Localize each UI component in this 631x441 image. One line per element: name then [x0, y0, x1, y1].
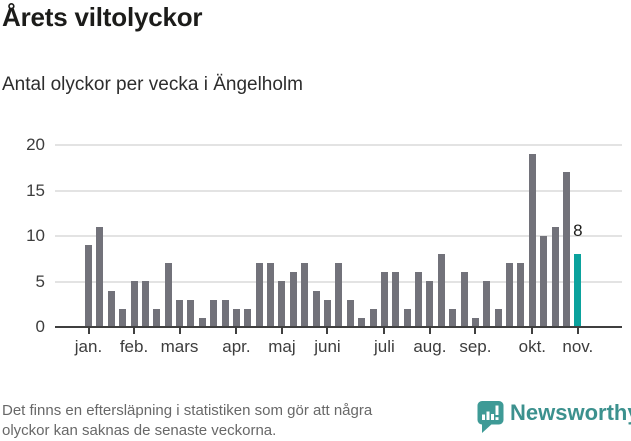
- x-tick-nov: [576, 328, 579, 334]
- bar-week-27: [380, 272, 388, 327]
- page-title: Årets viltolyckor: [2, 2, 203, 32]
- bar-week-23: [335, 263, 343, 327]
- bar-week-15: [244, 309, 252, 327]
- bar-week-6: [141, 281, 149, 327]
- highlight-value-label: 8: [573, 221, 583, 240]
- bar-week-19: [289, 272, 297, 327]
- x-tick-sep: [474, 328, 477, 334]
- x-axis-label-feb: feb.: [119, 337, 149, 356]
- x-tick-mars: [178, 328, 181, 334]
- footer-note-line1: Det finns en eftersläpning i statistiken…: [2, 402, 373, 419]
- newsworthy-logo: Newsworthy: [477, 400, 631, 434]
- bar-week-3: [107, 291, 115, 327]
- x-axis-label-nov: nov.: [562, 337, 594, 356]
- x-tick-apr: [235, 328, 238, 334]
- y-axis-label-0: 0: [35, 317, 45, 336]
- x-tick-juli: [383, 328, 386, 334]
- y-axis-label-20: 20: [26, 135, 45, 154]
- x-axis-label-juni: juni: [314, 337, 341, 356]
- bar-week-35: [471, 318, 479, 327]
- x-axis-line: [55, 326, 622, 328]
- bar-week-28: [392, 272, 400, 327]
- x-axis-label-mars: mars: [160, 337, 199, 356]
- bar-week-31: [426, 281, 434, 327]
- bar-week-32: [437, 254, 445, 327]
- x-tick-feb: [133, 328, 136, 334]
- bar-week-30: [415, 272, 423, 327]
- bar-week-5: [130, 281, 138, 327]
- bar-week-43: [562, 172, 570, 327]
- y-axis-label-10: 10: [26, 226, 45, 245]
- x-axis-label-sep: sep.: [459, 337, 492, 356]
- bar-week-13: [221, 300, 229, 327]
- x-tick-jan: [87, 328, 90, 334]
- y-gridline-10: [55, 235, 622, 237]
- y-axis-label-15: 15: [26, 180, 45, 200]
- y-gridline-20: [55, 144, 622, 146]
- bar-week-8: [164, 263, 172, 327]
- x-axis-label-okt: okt.: [518, 337, 547, 356]
- bar-week-29: [403, 309, 411, 327]
- bar-week-37: [494, 309, 502, 327]
- bar-week-25: [358, 318, 366, 327]
- bar-week-7: [153, 309, 161, 327]
- x-tick-juni: [326, 328, 329, 334]
- bar-week-34: [460, 272, 468, 327]
- footer-note-line2: olyckor kan saknas de senaste veckorna.: [2, 422, 277, 439]
- bar-week-24: [346, 300, 354, 327]
- bar-week-10: [187, 300, 195, 327]
- x-axis-label-apr: apr.: [222, 337, 251, 356]
- y-gridline-15: [55, 189, 622, 192]
- x-tick-okt: [531, 328, 534, 334]
- bar-week-2: [96, 227, 104, 327]
- bar-week-39: [517, 263, 525, 327]
- y-axis-label-5: 5: [35, 271, 45, 291]
- bar-week-42: [551, 227, 559, 327]
- bar-week-9: [176, 300, 184, 327]
- newsworthy-wordmark: Newsworthy: [510, 400, 631, 425]
- bar-week-44-highlight: [574, 254, 582, 327]
- bar-week-16: [255, 263, 263, 327]
- bar-week-20: [301, 263, 309, 327]
- page-subtitle: Antal olyckor per vecka i Ängelholm: [2, 74, 303, 95]
- bar-week-14: [232, 309, 240, 327]
- bar-week-41: [540, 236, 548, 327]
- bar-week-26: [369, 309, 377, 327]
- x-axis-label-juli: juli: [373, 337, 395, 356]
- bar-week-4: [119, 309, 127, 327]
- x-tick-aug: [428, 328, 431, 334]
- bar-week-40: [528, 154, 536, 327]
- x-axis-label-maj: maj: [268, 337, 296, 356]
- x-tick-maj: [280, 328, 283, 334]
- bar-week-36: [483, 281, 491, 327]
- bar-week-21: [312, 291, 320, 327]
- bar-week-22: [323, 300, 331, 327]
- bar-week-17: [267, 263, 275, 327]
- bar-week-12: [210, 300, 218, 327]
- x-axis-label-aug: aug.: [413, 337, 447, 356]
- bar-week-18: [278, 281, 286, 327]
- x-axis-label-jan: jan.: [74, 337, 103, 356]
- bar-week-1: [85, 245, 92, 327]
- bar-week-11: [198, 318, 206, 327]
- footer-note: Det finns en eftersläpning i statistiken…: [2, 401, 372, 441]
- bar-week-33: [449, 309, 457, 327]
- bar-week-38: [506, 263, 514, 327]
- newsworthy-speech-bubble-chart-icon: [477, 401, 504, 433]
